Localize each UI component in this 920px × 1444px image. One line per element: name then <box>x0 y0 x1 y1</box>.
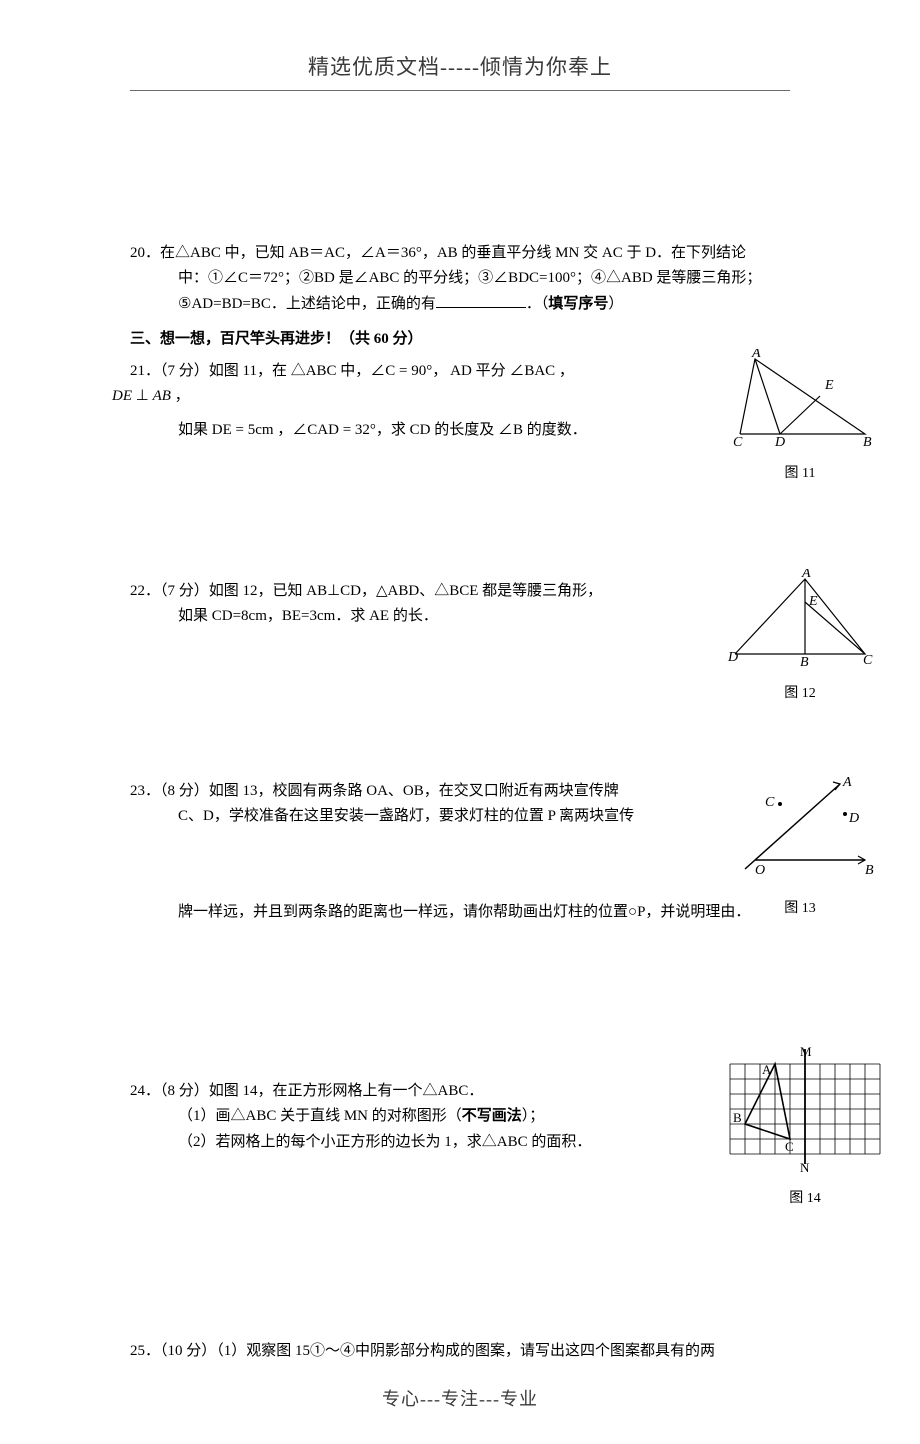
problem-24: 24．（8 分）如图 14，在正方形网格上有一个△ABC． （1）画△ABC 关… <box>130 1079 790 1219</box>
p22-line2: 如果 CD=8cm，BE=3cm．求 AE 的长． <box>130 604 790 630</box>
p21-line2: DE ⊥ AB ， <box>112 384 790 410</box>
figure-12-svg: A E D B C <box>725 569 875 669</box>
p20-line3: ⑤AD=BD=BC．上述结论中，正确的有．（填写序号） <box>130 292 790 318</box>
figure-12-caption: 图 12 <box>720 682 880 706</box>
problem-22: 22．（7 分）如图 12，已知 AB⊥CD，△ABD、△BCE 都是等腰三角形… <box>130 579 790 699</box>
p21-line3: 如果 DE = 5cm ，∠CAD = 32°，求 CD 的长度及 ∠B 的度数… <box>130 418 790 444</box>
section-heading: 三、想一想，百尺竿头再进步！（共 60 分） <box>130 327 790 353</box>
figure-13-caption: 图 13 <box>720 897 880 921</box>
svg-text:D: D <box>774 435 785 449</box>
svg-text:C: C <box>863 653 873 668</box>
p20-line2: 中：①∠C＝72°；②BD 是∠ABC 的平分线；③∠BDC=100°；④△AB… <box>130 266 790 292</box>
svg-text:B: B <box>865 863 874 878</box>
p24-line3: （2）若网格上的每个小正方形的边长为 1，求△ABC 的面积． <box>130 1130 790 1156</box>
figure-13: C D A B O 图 13 <box>720 774 880 921</box>
p25-line1: 25．（10 分）（1）观察图 15①～④中阴影部分构成的图案，请写出这四个图案… <box>130 1339 790 1365</box>
p21-line1: 21．（7 分）如图 11，在 △ABC 中，∠C = 90°， AD 平分 ∠… <box>130 359 790 385</box>
svg-text:A: A <box>842 775 852 790</box>
p23-line1: 23．（8 分）如图 13，校圆有两条路 OA、OB，在交叉口附近有两块宣传牌 <box>130 779 790 805</box>
p20-line3-prefix: ⑤AD=BD=BC．上述结论中，正确的有 <box>178 296 436 312</box>
figure-11-caption: 图 11 <box>720 462 880 486</box>
p20-bold-hint: 填写序号 <box>548 296 608 312</box>
svg-text:A: A <box>801 569 811 581</box>
figure-14-caption: 图 14 <box>710 1187 900 1211</box>
svg-text:C: C <box>733 435 743 449</box>
p22-line1: 22．（7 分）如图 12，已知 AB⊥CD，△ABD、△BCE 都是等腰三角形… <box>130 579 790 605</box>
svg-text:M: M <box>800 1044 812 1059</box>
page: 精选优质文档-----倾情为你奉上 20．在△ABC 中，已知 AB＝AC，∠A… <box>0 0 920 1444</box>
figure-12: A E D B C 图 12 <box>720 569 880 706</box>
figure-11: A E C D B 图 11 <box>720 349 880 486</box>
svg-text:B: B <box>800 655 809 669</box>
blank-fill <box>436 292 526 308</box>
svg-text:A: A <box>762 1062 772 1077</box>
page-header: 精选优质文档-----倾情为你奉上 <box>130 50 790 86</box>
svg-text:B: B <box>863 435 872 449</box>
p23-line2: C、D，学校准备在这里安装一盏路灯，要求灯柱的位置 P 离两块宣传 <box>130 804 790 830</box>
svg-text:E: E <box>824 378 834 393</box>
svg-text:B: B <box>733 1110 742 1125</box>
problem-20: 20．在△ABC 中，已知 AB＝AC，∠A＝36°，AB 的垂直平分线 MN … <box>130 241 790 318</box>
svg-text:D: D <box>727 650 738 665</box>
svg-text:C: C <box>785 1139 794 1154</box>
svg-text:A: A <box>751 349 761 361</box>
figure-11-svg: A E C D B <box>725 349 875 449</box>
svg-text:D: D <box>848 811 859 826</box>
page-footer: 专心---专注---专业 <box>0 1384 920 1415</box>
figure-14: M A B C N 图 14 <box>710 1044 900 1211</box>
p24-line1: 24．（8 分）如图 14，在正方形网格上有一个△ABC． <box>130 1079 790 1105</box>
svg-text:N: N <box>800 1160 810 1174</box>
header-rule <box>130 90 790 91</box>
figure-14-svg: M A B C N <box>715 1044 895 1174</box>
figure-13-svg: C D A B O <box>725 774 875 884</box>
problem-23: 23．（8 分）如图 13，校圆有两条路 OA、OB，在交叉口附近有两块宣传牌 … <box>130 779 790 939</box>
svg-text:O: O <box>755 863 765 878</box>
problem-21: 21．（7 分）如图 11，在 △ABC 中，∠C = 90°， AD 平分 ∠… <box>130 359 790 489</box>
p23-line3: 牌一样远，并且到两条路的距离也一样远，请你帮助画出灯柱的位置○P，并说明理由． <box>130 900 790 926</box>
svg-text:E: E <box>808 594 818 609</box>
p20-line1: 20．在△ABC 中，已知 AB＝AC，∠A＝36°，AB 的垂直平分线 MN … <box>130 241 790 267</box>
problem-25: 25．（10 分）（1）观察图 15①～④中阴影部分构成的图案，请写出这四个图案… <box>130 1339 790 1365</box>
svg-text:C: C <box>765 795 775 810</box>
p24-line2: （1）画△ABC 关于直线 MN 的对称图形（不写画法）； <box>130 1104 790 1130</box>
